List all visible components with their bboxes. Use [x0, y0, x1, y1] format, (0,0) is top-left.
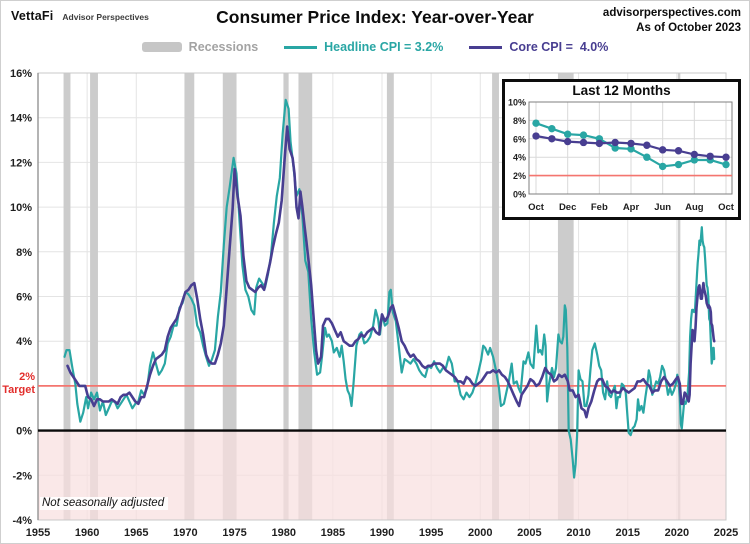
svg-text:8%: 8%	[16, 247, 32, 259]
svg-text:2015: 2015	[615, 527, 639, 539]
svg-text:Apr: Apr	[623, 202, 640, 213]
svg-text:1985: 1985	[321, 527, 345, 539]
site-url: advisorperspectives.com	[602, 7, 741, 19]
target-label-text: Target	[2, 384, 35, 396]
svg-text:1980: 1980	[271, 527, 295, 539]
logo-secondary-text: Advisor Perspectives	[62, 12, 149, 22]
svg-text:1990: 1990	[370, 527, 394, 539]
svg-text:10%: 10%	[10, 202, 32, 214]
inset-axis-labels: 10%8%6%4%2%0%Oct Dec Feb Apr Jun Aug Oct	[508, 99, 735, 213]
inset-panel: Last 12 Months 10% 8% 6% 4% 2% 0% Oct Dec Feb Apr…	[502, 79, 741, 220]
headline-cpi-line	[63, 98, 716, 479]
vettafi-logo: VettaFi Advisor Perspectives	[11, 9, 149, 23]
svg-text:2000: 2000	[468, 527, 492, 539]
core-label: Core CPI = 4.0%	[509, 40, 609, 54]
not-seasonally-adjusted-note: Not seasonally adjusted	[40, 497, 169, 510]
legend-item-recessions: Recessions	[141, 40, 259, 54]
recession-swatch	[141, 42, 182, 52]
svg-text:1995: 1995	[419, 527, 443, 539]
inset-title: Last 12 Months	[572, 83, 671, 98]
svg-text:Oct: Oct	[528, 202, 545, 213]
svg-text:2010: 2010	[566, 527, 590, 539]
legend-item-headline: Headline CPI = 3.2%	[284, 40, 443, 54]
core-cpi-line	[66, 125, 716, 419]
logo-primary-text: VettaFi	[11, 9, 54, 23]
svg-text:0%: 0%	[16, 426, 32, 438]
axis-labels: 16% 14% 12% 10% 8% 6% 4% 0% -2% -4%1955 1960 1965 19…	[10, 68, 738, 539]
target-label: 2% Target	[1, 371, 35, 397]
svg-text:10%: 10%	[508, 99, 526, 108]
svg-text:Dec: Dec	[559, 202, 576, 213]
svg-text:1975: 1975	[222, 527, 246, 539]
svg-text:6%: 6%	[16, 292, 32, 304]
recessions-label: Recessions	[188, 40, 259, 54]
svg-text:14%: 14%	[10, 113, 32, 125]
svg-text:8%: 8%	[513, 116, 526, 126]
svg-text:4%: 4%	[16, 336, 32, 348]
svg-text:-4%: -4%	[12, 515, 32, 527]
svg-text:Aug: Aug	[685, 202, 704, 213]
inset-chart: 10%8%6%4%2%0%Oct Dec Feb Apr Jun Aug Oct	[508, 99, 735, 213]
svg-text:2020: 2020	[665, 527, 689, 539]
svg-text:1970: 1970	[173, 527, 197, 539]
legend-item-core: Core CPI = 4.0%	[469, 40, 608, 54]
svg-text:Jun: Jun	[654, 202, 671, 213]
headline-label: Headline CPI = 3.2%	[324, 40, 444, 54]
svg-text:6%: 6%	[513, 134, 526, 144]
svg-text:12%: 12%	[10, 157, 32, 169]
headline-line-swatch	[284, 45, 318, 49]
svg-text:2005: 2005	[517, 527, 541, 539]
svg-text:0%: 0%	[513, 190, 526, 200]
core-line-swatch	[469, 45, 503, 49]
svg-text:Oct: Oct	[718, 202, 735, 213]
svg-text:16%: 16%	[10, 68, 32, 80]
svg-text:-2%: -2%	[12, 470, 32, 482]
as-of-date: As of October 2023	[636, 22, 741, 34]
svg-text:1955: 1955	[26, 527, 50, 539]
svg-text:2025: 2025	[714, 527, 738, 539]
page-title: Consumer Price Index: Year-over-Year	[216, 7, 534, 27]
svg-text:4%: 4%	[513, 153, 526, 163]
legend: Recessions Headline CPI = 3.2% Core CPI …	[1, 40, 749, 54]
svg-text:2%: 2%	[513, 171, 526, 181]
svg-text:1960: 1960	[75, 527, 99, 539]
svg-text:Feb: Feb	[591, 202, 608, 213]
target-label-value: 2%	[19, 371, 35, 383]
header-right: advisorperspectives.com As of October 20…	[603, 6, 741, 36]
svg-text:1965: 1965	[124, 527, 148, 539]
